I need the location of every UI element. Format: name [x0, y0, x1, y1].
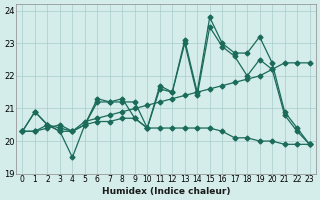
X-axis label: Humidex (Indice chaleur): Humidex (Indice chaleur) [102, 187, 230, 196]
